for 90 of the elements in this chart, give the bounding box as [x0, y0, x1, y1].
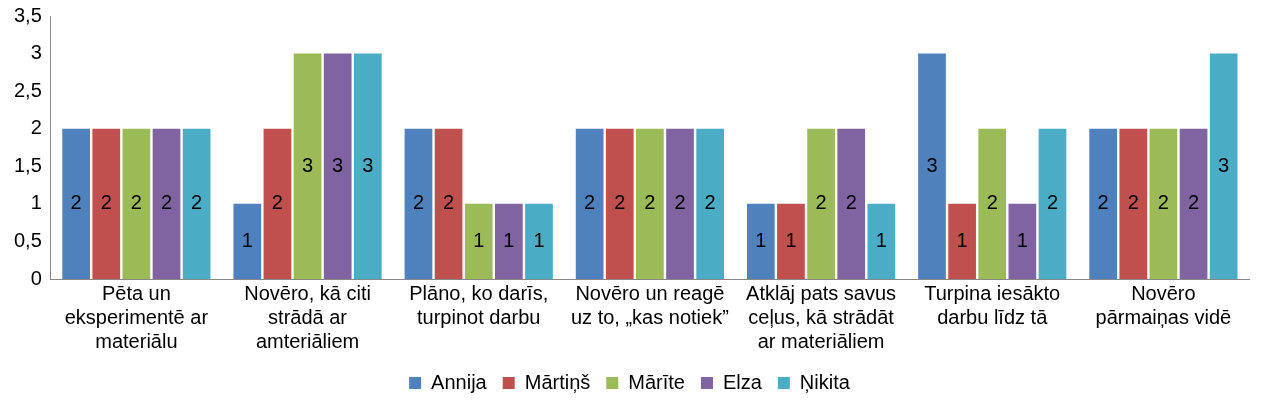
bar — [1209, 53, 1238, 279]
bar — [746, 203, 775, 279]
bar — [464, 203, 493, 279]
data-label: 3 — [302, 153, 314, 176]
data-label: 2 — [191, 191, 203, 214]
bar — [696, 128, 725, 279]
x-tick-label: Novēro, kā citi strādā ar amteriāliem — [244, 281, 371, 352]
x-tick-label: Pēta un eksperimentē ar materiālu — [64, 281, 209, 352]
data-label: 2 — [704, 191, 716, 214]
data-label: 3 — [1218, 153, 1230, 176]
legend-label: Mārtiņš — [524, 370, 591, 393]
y-tick-label: 0 — [30, 266, 42, 289]
x-tick-label: Turpina iesākto darbu līdz tā — [924, 281, 1061, 328]
y-tick-label: 0,5 — [13, 228, 42, 251]
data-label: 2 — [1046, 191, 1059, 214]
data-label: 1 — [473, 228, 485, 251]
data-label: 2 — [986, 191, 998, 214]
bar — [525, 203, 553, 279]
bar — [636, 128, 664, 279]
y-tick-label: 2,5 — [13, 78, 42, 101]
data-label: 2 — [584, 191, 596, 214]
legend-label: Mārīte — [628, 370, 685, 393]
y-tick-label: 3,5 — [13, 3, 42, 26]
bar — [1179, 128, 1208, 279]
data-label: 1 — [533, 228, 545, 251]
data-label: 2 — [614, 191, 626, 214]
bar — [323, 53, 352, 279]
data-label: 2 — [160, 191, 173, 214]
data-label: 2 — [100, 191, 112, 214]
bar — [575, 128, 604, 279]
bar — [867, 203, 896, 279]
legend-label: Annija — [431, 370, 488, 393]
data-label: 1 — [503, 228, 515, 251]
y-tick-label: 2 — [30, 116, 42, 139]
data-label: 3 — [362, 153, 374, 176]
data-label: 2 — [443, 191, 455, 214]
bar — [1149, 128, 1178, 279]
data-label: 2 — [845, 191, 857, 214]
legend-label: Elza — [722, 370, 763, 393]
bar — [948, 203, 976, 279]
bar — [353, 53, 382, 279]
y-tick-label: 1,5 — [13, 153, 42, 176]
data-label: 2 — [1127, 191, 1139, 214]
bar — [62, 128, 90, 279]
data-label: 2 — [815, 191, 827, 214]
data-label: 1 — [755, 228, 767, 251]
x-tick-label: Atklāj pats savus ceļus, kā strādāt ar materiāliem — [746, 281, 897, 352]
data-label: 1 — [956, 228, 968, 251]
bar — [404, 128, 433, 279]
bar — [182, 128, 211, 279]
data-label: 1 — [875, 228, 887, 251]
data-label: 2 — [271, 191, 283, 214]
x-tick-label: Novēro pārmaiņas vidē — [1095, 281, 1232, 328]
bar — [293, 53, 322, 279]
data-label: 1 — [1016, 228, 1028, 251]
data-label: 2 — [1097, 191, 1109, 214]
data-label: 1 — [241, 228, 253, 251]
bar — [1008, 203, 1037, 279]
bar — [152, 128, 181, 279]
bar — [495, 203, 523, 279]
bar — [605, 128, 634, 279]
data-label: 1 — [785, 228, 797, 251]
bar — [434, 128, 463, 279]
bar — [777, 203, 805, 279]
y-tick-label: 3 — [30, 41, 42, 64]
data-label: 2 — [674, 191, 686, 214]
data-label: 2 — [70, 191, 82, 214]
data-label: 2 — [1157, 191, 1169, 214]
data-label: 2 — [644, 191, 656, 214]
bar — [92, 128, 121, 279]
data-label: 2 — [1187, 191, 1200, 214]
bar — [918, 53, 946, 279]
legend-label: Ņikita — [799, 370, 851, 393]
bar — [978, 128, 1007, 279]
bar — [1089, 128, 1118, 279]
data-label: 2 — [412, 191, 425, 214]
y-tick-label: 1 — [30, 191, 42, 214]
data-label: 3 — [332, 153, 344, 176]
bar — [1119, 128, 1148, 279]
data-label: 3 — [926, 153, 938, 176]
bar — [807, 128, 835, 279]
bar — [263, 128, 292, 279]
bar — [233, 203, 262, 279]
bar — [122, 128, 151, 279]
x-tick-label: Novēro un reagē uz to, „kas notiek” — [570, 281, 729, 328]
x-tick-label: Plāno, ko darīs, turpinot darbu — [409, 281, 549, 328]
bar — [837, 128, 866, 279]
bar — [1038, 128, 1067, 279]
bar — [666, 128, 694, 279]
data-label: 2 — [130, 191, 142, 214]
